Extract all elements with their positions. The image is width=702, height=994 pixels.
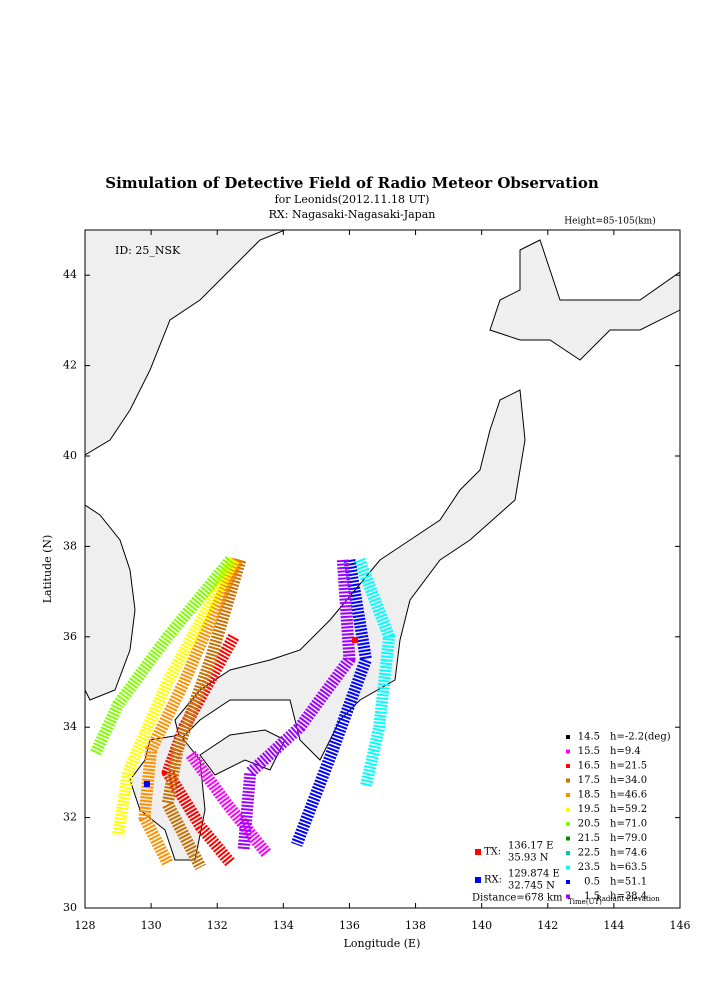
legend-time: 23.5	[578, 862, 600, 873]
y-tick-label: 36	[63, 630, 77, 643]
legend-swatch	[566, 822, 570, 826]
meteor-band	[353, 557, 396, 788]
legend-swatch	[566, 778, 570, 783]
legend-swatch	[566, 880, 570, 884]
legend-swatch	[566, 793, 570, 797]
station-marker	[143, 780, 150, 787]
title: Simulation of Detective Field of Radio M…	[105, 174, 599, 192]
station-marker	[352, 636, 359, 643]
legend-time-label: Time(UT)	[568, 898, 602, 906]
x-tick-label: 140	[471, 919, 492, 932]
y-tick-label: 38	[63, 539, 77, 552]
legend-elev: h=79.0	[610, 833, 647, 844]
legend-swatch	[566, 749, 570, 754]
meteor-band	[138, 557, 243, 866]
legend-swatch	[566, 894, 570, 899]
legend-elev: h=59.2	[610, 804, 647, 815]
legend-swatch	[566, 836, 570, 841]
legend-elev: h=38.4	[610, 891, 647, 902]
legend-time: 19.5	[578, 804, 600, 815]
id-note: ID: 25_NSK	[115, 244, 181, 257]
station-key	[475, 849, 481, 855]
x-tick-label: 132	[207, 919, 228, 932]
station-lat: 35.93 N	[508, 853, 549, 864]
legend-elev: h=74.6	[610, 848, 647, 859]
y-axis-label: Latitude (N)	[41, 535, 54, 604]
legend-swatch	[566, 865, 570, 870]
legend-swatch	[566, 764, 570, 768]
height-note: Height=85-105(km)	[564, 216, 655, 227]
meteor-band	[290, 558, 372, 847]
legend-elev: h=51.1	[610, 877, 647, 888]
meteor-band	[112, 557, 240, 837]
legend-elev: h=63.5	[610, 862, 647, 873]
legend-time: 15.5	[578, 746, 600, 757]
station-name: TX:	[484, 847, 501, 858]
plot-frame	[84, 229, 681, 909]
receiver: RX: Nagasaki-Nagasaki-Japan	[269, 208, 436, 221]
legend-elev-label: Radiant Elevation	[596, 895, 660, 903]
station-lon: 136.17 E	[508, 841, 553, 852]
station-lat: 32.745 N	[508, 881, 555, 892]
y-tick-label: 32	[63, 811, 77, 824]
legend-elev: h=34.0	[610, 775, 647, 786]
meteor-band	[237, 559, 356, 850]
legend-time: 14.5	[578, 732, 600, 743]
y-tick-label: 42	[63, 359, 77, 372]
y-tick-label: 40	[63, 449, 77, 462]
legend-time: 20.5	[578, 819, 600, 830]
legend-time: 21.5	[578, 833, 600, 844]
y-tick-label: 34	[63, 720, 77, 733]
legend-elev: h=9.4	[610, 746, 641, 757]
legend-elev: h=-2.2(deg)	[610, 732, 671, 743]
legend-elev: h=21.5	[610, 761, 647, 772]
x-tick-label: 130	[141, 919, 162, 932]
legend-swatch	[566, 807, 570, 812]
subtitle: for Leonids(2012.11.18 UT)	[275, 193, 430, 206]
station-name: RX:	[484, 875, 502, 886]
meteor-band	[161, 558, 247, 871]
legend-swatch	[566, 735, 570, 739]
x-tick-label: 146	[670, 919, 691, 932]
station-lon: 129.874 E	[508, 869, 560, 880]
x-tick-label: 144	[603, 919, 624, 932]
legend-elev: h=46.6	[610, 790, 647, 801]
y-tick-label: 30	[63, 901, 77, 914]
legend-time: 0.5	[584, 877, 600, 888]
legend-time: 17.5	[578, 775, 600, 786]
y-tick-label: 44	[63, 268, 77, 281]
legend-time: 18.5	[578, 790, 600, 801]
legend-swatch	[566, 851, 570, 855]
legend-time: 22.5	[578, 848, 600, 859]
legend-time: 16.5	[578, 761, 600, 772]
legend-elev: h=71.0	[610, 819, 647, 830]
x-tick-label: 138	[405, 919, 426, 932]
meteor-band	[89, 556, 236, 757]
x-tick-label: 134	[273, 919, 294, 932]
x-tick-label: 136	[339, 919, 360, 932]
x-tick-label: 142	[537, 919, 558, 932]
station-key	[475, 877, 481, 883]
x-tick-label: 128	[75, 919, 96, 932]
distance: Distance=678 km	[472, 893, 563, 904]
legend-time: 1.5	[584, 891, 600, 902]
x-axis-label: Longitude (E)	[344, 937, 421, 950]
